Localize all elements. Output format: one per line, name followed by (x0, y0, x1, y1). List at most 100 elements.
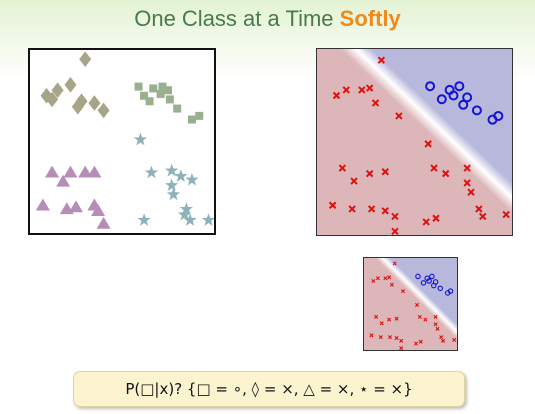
diamond-point (51, 82, 64, 99)
square-point (195, 111, 204, 120)
star-point (165, 178, 179, 192)
circle-point (420, 280, 427, 286)
cross-point (423, 317, 428, 322)
cross-point (392, 261, 397, 266)
cross-point (391, 227, 399, 235)
square-point (165, 95, 174, 104)
circle-point (444, 84, 455, 95)
circle-point (424, 275, 430, 281)
triangle-point (69, 200, 83, 213)
triangle-point (45, 165, 60, 178)
cross-point (414, 302, 420, 307)
cross-point (435, 326, 440, 331)
cross-point (378, 335, 383, 340)
diamond-point (71, 98, 84, 115)
cross-point (388, 335, 393, 340)
square-point (134, 82, 143, 91)
cross-point (367, 205, 376, 213)
cross-point (422, 218, 430, 226)
triangle-point (91, 204, 106, 216)
cross-point (417, 314, 422, 319)
formula-text: P(□|x)? {□ = ∘, ◊ = ×, △ = ×, ⋆ = ×} (125, 380, 413, 398)
cross-point (475, 205, 483, 213)
cross-point (381, 168, 389, 176)
star-point (183, 213, 197, 226)
star-point (137, 213, 151, 226)
cross-point (389, 282, 394, 287)
star-point (165, 163, 179, 177)
probability-region (364, 258, 457, 350)
cross-point (432, 214, 440, 222)
slide-title: One Class at a Time Softly (0, 6, 535, 32)
cross-point (502, 210, 510, 219)
diamond-point (64, 76, 77, 93)
soft-classifier-plot-large (316, 48, 513, 236)
cross-point (338, 164, 347, 172)
cross-point (342, 86, 350, 94)
multiclass-scatter-plot (28, 48, 216, 235)
square-point (158, 82, 167, 91)
cross-point (441, 169, 450, 178)
triangle-point (87, 165, 102, 178)
cross-point (394, 336, 399, 341)
circle-point (471, 105, 482, 116)
circle-point (429, 273, 435, 280)
cross-point (328, 201, 337, 209)
circle-point (431, 282, 437, 289)
diamond-point (46, 91, 59, 108)
cross-point (401, 289, 406, 294)
cross-point (332, 91, 341, 100)
circle-point (415, 273, 421, 280)
cross-point (452, 337, 457, 342)
cross-point (395, 112, 403, 120)
cross-point (418, 339, 423, 344)
circle-point (447, 288, 454, 294)
cross-point (399, 338, 404, 343)
cross-point (383, 276, 388, 281)
triangle-point (96, 216, 111, 229)
cross-point (430, 164, 438, 172)
circle-point (425, 81, 436, 92)
cross-point (375, 276, 380, 281)
square-point (145, 97, 154, 106)
triangle-point (78, 165, 93, 178)
star-point (179, 202, 194, 215)
cross-point (433, 322, 438, 327)
classifier-canvas-small (364, 258, 457, 350)
scatter-canvas (35, 51, 214, 229)
star-point (133, 132, 148, 146)
square-point (156, 89, 165, 98)
star-point (185, 172, 199, 186)
cross-point (467, 188, 475, 196)
cross-point (424, 140, 432, 148)
square-point (173, 104, 182, 113)
cross-point (371, 278, 376, 284)
triangle-point (56, 174, 71, 187)
square-point (140, 91, 149, 100)
cross-point (387, 275, 392, 280)
cross-point (394, 316, 399, 321)
circle-point (437, 285, 444, 292)
circle-point (458, 99, 469, 110)
title-highlight: Softly (339, 6, 401, 31)
star-point (166, 187, 181, 201)
circle-point (454, 81, 465, 92)
circle-point (462, 92, 473, 103)
title-main: One Class at a Time (134, 6, 334, 31)
cross-point (365, 169, 374, 178)
cross-point (399, 346, 404, 350)
cross-point (348, 205, 356, 213)
cross-point (433, 314, 438, 319)
classifier-canvas-large (317, 49, 512, 235)
cross-point (369, 333, 374, 338)
cross-point (391, 212, 399, 221)
probability-region (317, 49, 512, 235)
cross-point (350, 177, 358, 185)
cross-point (463, 179, 471, 187)
star-point (174, 169, 188, 182)
diamond-point (88, 95, 101, 111)
cross-point (371, 99, 380, 107)
star-point (144, 165, 159, 179)
cross-point (374, 314, 379, 319)
cross-point (379, 321, 384, 326)
